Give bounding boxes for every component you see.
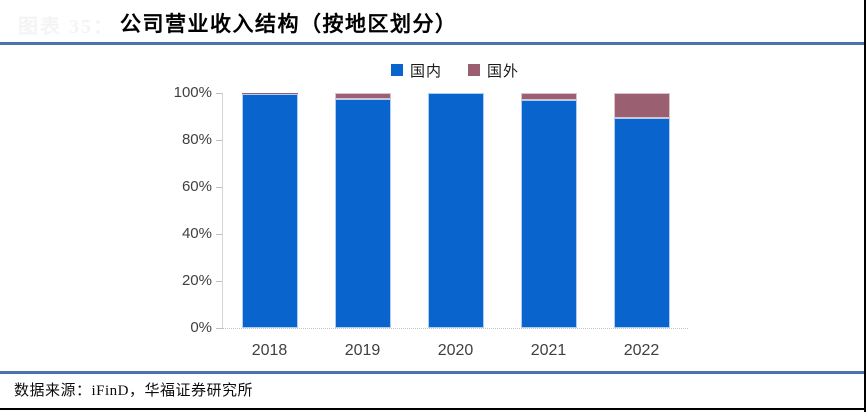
y-tick-label: 100% xyxy=(173,84,212,101)
legend-label: 国内 xyxy=(409,63,442,80)
bar-segment-国内-2022 xyxy=(613,117,670,328)
bar-slot-2019 xyxy=(316,93,409,328)
y-tick-mark xyxy=(216,140,222,141)
x-axis-labels: 2018 2019 2020 2021 2022 xyxy=(223,342,688,360)
x-tick-label-2022: 2022 xyxy=(623,342,660,359)
bars-container xyxy=(223,93,688,328)
x-axis-baseline xyxy=(222,328,688,329)
legend-item: 国外 xyxy=(468,60,519,81)
stacked-bar-2019 xyxy=(334,93,391,328)
bar-segment-国内-2021 xyxy=(520,100,577,328)
stacked-bar-2021 xyxy=(520,93,577,328)
y-tick-label: 20% xyxy=(181,272,212,289)
bar-slot-2020 xyxy=(409,93,502,328)
top-divider-line xyxy=(0,42,864,45)
y-tick-mark xyxy=(216,187,222,188)
y-axis-line xyxy=(222,93,223,328)
bar-slot-2021 xyxy=(502,93,595,328)
bottom-divider-line xyxy=(0,371,864,374)
bar-segment-国内-2019 xyxy=(334,98,391,328)
y-tick-label: 60% xyxy=(181,178,212,195)
bar-slot-2018 xyxy=(223,93,316,328)
bar-segment-国外-2022 xyxy=(613,93,670,118)
y-tick-mark xyxy=(216,93,222,94)
x-tick-label-2019: 2019 xyxy=(344,342,381,359)
chart-legend: 国内 国外 xyxy=(222,60,688,80)
y-tick-mark xyxy=(216,281,222,282)
legend-label: 国外 xyxy=(487,63,520,80)
stacked-bar-2020 xyxy=(427,93,484,328)
bar-segment-国外-2018 xyxy=(241,93,298,95)
x-tick-label-2020: 2020 xyxy=(437,342,474,359)
chart-title: 公司营业收入结构（按地区划分） xyxy=(120,12,458,36)
legend-swatch-国外 xyxy=(468,64,480,76)
bar-segment-国内-2020 xyxy=(427,93,484,328)
bar-segment-国外-2019 xyxy=(334,93,391,99)
x-tick-label-2021: 2021 xyxy=(530,342,567,359)
stacked-bar-2022 xyxy=(613,93,670,328)
y-tick-label: 80% xyxy=(181,131,212,148)
bar-segment-国内-2018 xyxy=(241,94,298,328)
bottom-border-line xyxy=(0,407,864,410)
y-tick-label: 0% xyxy=(190,319,212,336)
stacked-bar-2018 xyxy=(241,93,298,328)
y-tick-mark xyxy=(216,328,222,329)
legend-item: 国内 xyxy=(390,60,442,81)
figure-label: 图表 35： xyxy=(18,16,115,38)
data-source-text: 数据来源：iFinD，华福证券研究所 xyxy=(14,383,254,399)
bar-segment-国外-2021 xyxy=(520,93,577,101)
legend-swatch-国内 xyxy=(390,64,403,76)
y-tick-mark xyxy=(216,234,222,235)
bar-slot-2022 xyxy=(595,93,688,328)
x-tick-label-2018: 2018 xyxy=(251,342,288,359)
y-tick-label: 40% xyxy=(181,225,212,242)
